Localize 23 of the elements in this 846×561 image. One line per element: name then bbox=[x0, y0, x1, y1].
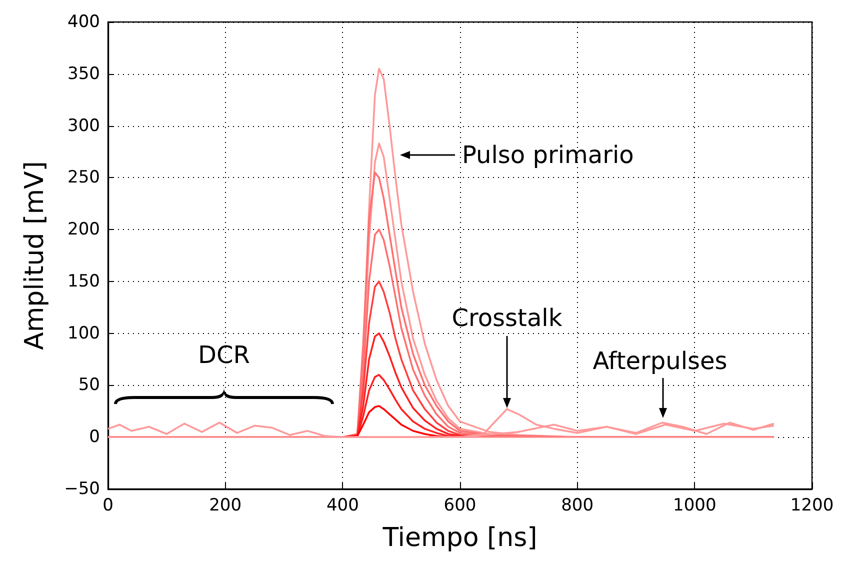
x-tick-label: 200 bbox=[209, 496, 242, 516]
annotation: DCR bbox=[198, 341, 250, 369]
x-tick-label: 0 bbox=[102, 496, 114, 516]
y-tick-label: 400 bbox=[68, 12, 100, 32]
x-tick-label: 600 bbox=[444, 496, 476, 516]
y-tick-label: 250 bbox=[68, 168, 100, 188]
x-tick-label: 1200 bbox=[790, 496, 834, 516]
annotation: Pulso primario bbox=[462, 141, 634, 169]
annotation: Crosstalk bbox=[452, 304, 562, 332]
y-tick-label: 50 bbox=[78, 375, 100, 396]
y-axis-title: Amplitud [mV] bbox=[20, 161, 50, 350]
y-tick-label: 300 bbox=[68, 116, 100, 136]
x-tick-label: 400 bbox=[326, 496, 359, 516]
x-axis-title: Tiempo [ns] bbox=[382, 523, 538, 553]
y-tick-label: 350 bbox=[68, 64, 100, 84]
y-tick-label: 200 bbox=[68, 220, 100, 240]
y-tick-label: 0 bbox=[89, 427, 100, 448]
y-tick-label: −50 bbox=[64, 479, 100, 499]
annotation: Afterpulses bbox=[592, 347, 728, 375]
y-tick-label: 150 bbox=[68, 271, 100, 292]
x-tick-label: 800 bbox=[561, 496, 594, 516]
x-tick-label: 1000 bbox=[673, 496, 716, 516]
y-tick-label: 100 bbox=[68, 323, 100, 344]
